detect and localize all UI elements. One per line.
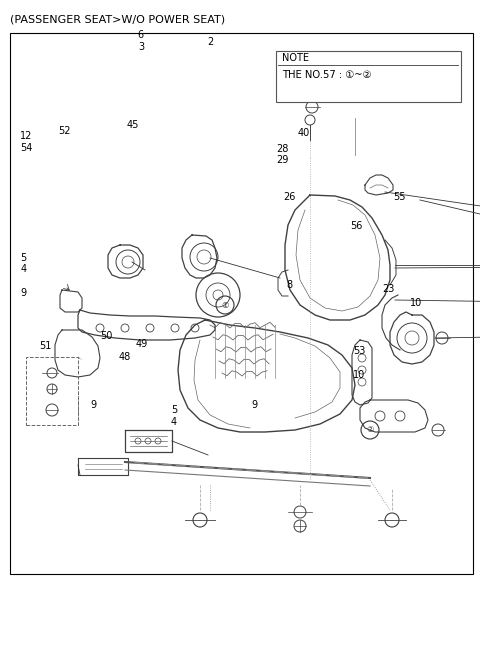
Text: 55: 55 <box>394 192 406 202</box>
Text: 9: 9 <box>90 400 96 410</box>
Text: THE NO.57 : ①~②: THE NO.57 : ①~② <box>282 70 371 80</box>
Bar <box>10 33 473 574</box>
Text: 5: 5 <box>171 405 177 415</box>
Text: 28: 28 <box>276 144 288 154</box>
Text: ①: ① <box>221 300 229 310</box>
Text: 40: 40 <box>298 127 310 138</box>
Text: 2: 2 <box>207 37 214 47</box>
Text: 4: 4 <box>20 264 26 274</box>
Text: 8: 8 <box>286 279 292 290</box>
Text: 29: 29 <box>276 155 288 165</box>
Text: NOTE: NOTE <box>282 53 309 63</box>
Text: 10: 10 <box>410 298 422 308</box>
Text: 49: 49 <box>135 338 148 349</box>
Text: 50: 50 <box>100 331 112 341</box>
Text: 53: 53 <box>353 346 366 356</box>
Bar <box>26 357 78 425</box>
Text: 10: 10 <box>353 370 366 380</box>
Text: ②: ② <box>366 426 374 434</box>
Text: 6: 6 <box>138 30 144 41</box>
Text: 45: 45 <box>127 119 139 130</box>
Text: 4: 4 <box>171 417 177 427</box>
Text: 54: 54 <box>20 142 33 153</box>
Text: 52: 52 <box>59 126 71 136</box>
Text: 9: 9 <box>252 400 258 410</box>
Text: 9: 9 <box>20 287 26 298</box>
Bar <box>276 51 461 102</box>
Text: 12: 12 <box>20 131 33 142</box>
Text: 56: 56 <box>350 221 363 232</box>
Text: 48: 48 <box>119 352 132 362</box>
Text: 3: 3 <box>138 42 144 52</box>
Text: 26: 26 <box>283 192 296 202</box>
Text: (PASSENGER SEAT>W/O POWER SEAT): (PASSENGER SEAT>W/O POWER SEAT) <box>10 14 225 24</box>
Text: 23: 23 <box>382 283 395 294</box>
Text: 51: 51 <box>39 340 52 351</box>
Text: 5: 5 <box>20 253 26 263</box>
